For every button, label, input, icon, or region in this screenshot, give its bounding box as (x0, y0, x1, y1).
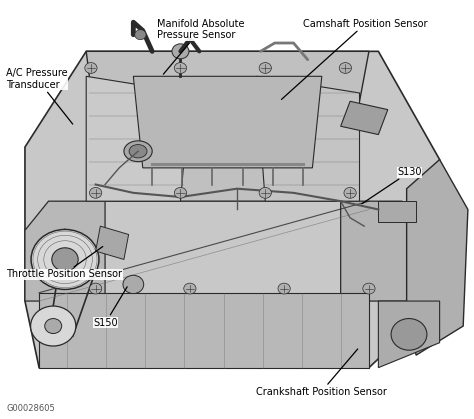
Circle shape (363, 283, 375, 294)
Circle shape (184, 283, 196, 294)
Text: S150: S150 (93, 287, 127, 328)
Polygon shape (378, 301, 439, 367)
Polygon shape (25, 201, 105, 301)
Circle shape (85, 62, 97, 73)
Polygon shape (133, 76, 322, 168)
Circle shape (31, 230, 99, 290)
Circle shape (135, 30, 146, 40)
Circle shape (45, 318, 62, 334)
Circle shape (174, 62, 187, 73)
Polygon shape (96, 226, 128, 259)
Text: S130: S130 (362, 167, 422, 204)
Polygon shape (86, 76, 190, 201)
Text: Manifold Absolute
Pressure Sensor: Manifold Absolute Pressure Sensor (157, 19, 245, 74)
Ellipse shape (129, 145, 147, 158)
Polygon shape (341, 101, 388, 134)
Circle shape (344, 187, 356, 198)
Polygon shape (378, 201, 416, 222)
Polygon shape (407, 160, 468, 355)
Polygon shape (25, 52, 439, 367)
Circle shape (90, 283, 102, 294)
Text: Camshaft Position Sensor: Camshaft Position Sensor (282, 19, 428, 99)
Polygon shape (39, 293, 369, 367)
Polygon shape (86, 52, 369, 201)
Circle shape (123, 275, 144, 294)
Circle shape (339, 62, 352, 73)
Text: Throttle Position Sensor: Throttle Position Sensor (6, 246, 122, 279)
Circle shape (90, 187, 102, 198)
Circle shape (259, 187, 272, 198)
Text: G00028605: G00028605 (6, 404, 55, 414)
Circle shape (259, 62, 272, 73)
Text: A/C Pressure
Transducer: A/C Pressure Transducer (6, 68, 73, 124)
Circle shape (391, 318, 427, 350)
Polygon shape (256, 76, 359, 201)
Circle shape (52, 248, 78, 271)
Circle shape (174, 187, 187, 198)
Ellipse shape (124, 141, 152, 162)
Circle shape (172, 44, 189, 59)
Polygon shape (341, 201, 439, 301)
Text: Crankshaft Position Sensor: Crankshaft Position Sensor (256, 349, 387, 397)
Circle shape (31, 306, 76, 346)
Circle shape (278, 283, 290, 294)
